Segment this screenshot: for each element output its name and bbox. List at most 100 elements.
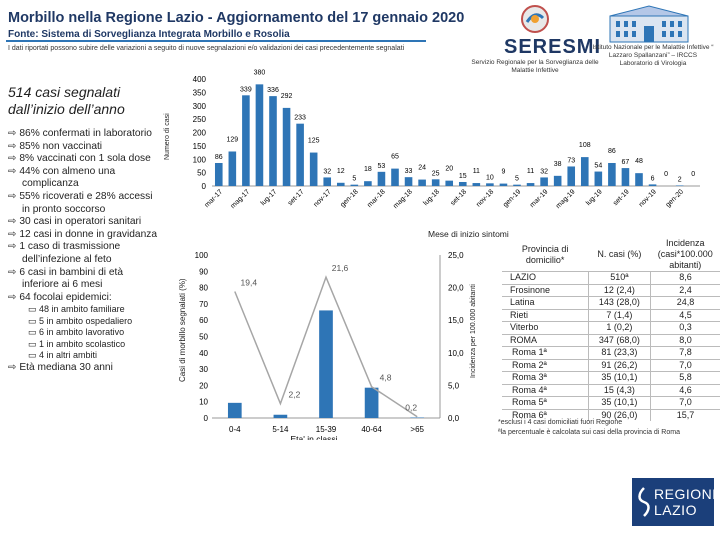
bullet-item: ⇨ 85% non vaccinati [8,140,103,152]
province-cell: Roma 1ª [502,346,589,359]
bar-value-label: 0 [691,171,695,178]
seresmi-logo-text: SERESMI [504,36,602,58]
col-header-incidence: Incidenza (casi*100.000 abitanti) [657,238,713,270]
bar-value-label: 11 [527,168,534,175]
x-tick-label: set-19 [612,188,631,207]
bar [486,183,494,186]
cases-cell: 90 (26,0) [587,408,652,421]
y-right-tick-label: 10,0 [448,349,464,358]
bar-value-label: 53 [378,163,386,170]
x-tick-label: set-17 [287,188,306,207]
arrow-icon: ⇨ [8,361,17,373]
square-icon: ▭ [28,315,37,326]
incidence-cell: 7,8 [650,346,720,359]
y-left-tick-label: 30 [199,365,208,374]
monthly-chart-title: Mese di inizio sintomi [428,229,509,239]
y-right-tick-label: 0,0 [448,414,460,423]
province-cell: LAZIO [502,271,589,284]
y-right-tick-label: 15,0 [448,316,464,325]
cases-cell: 81 (23,3) [587,346,652,359]
bar-value-label: 33 [405,168,413,175]
province-cell: Viterbo [502,321,589,334]
x-tick-label: mag-18 [392,188,414,210]
cases-cell: 510ª [587,271,652,284]
province-table: Provincia di domicilio* N. casi (%) Inci… [502,238,720,421]
y-left-tick-label: 0 [204,414,209,423]
bar [431,179,440,186]
bar-value-label: 380 [254,69,266,76]
x-tick-label: lug-18 [422,188,441,207]
bar [540,177,548,186]
bullet-item: ⇨ 12 casi in donne in gravidanza [8,228,158,240]
x-tick-label: nov-18 [475,188,495,208]
cases-headline-line2: dall’inizio dell’anno [8,101,125,117]
x-tick-label: 5-14 [272,425,289,434]
bar [526,183,535,186]
bar-value-label: 67 [622,159,630,166]
bar-value-label: 65 [391,154,399,161]
y-tick-label: 350 [193,88,207,97]
square-icon: ▭ [28,327,37,338]
bar [418,179,426,186]
sub-bullet-item: ▭ 48 in ambito familiare [28,304,125,315]
table-row: Roma 4ª 15 (4,3) 4,6 [502,383,720,397]
footnote-1: *esclusi i 4 casi domiciliati fuori Regi… [498,419,623,426]
bar [319,310,333,418]
bar [445,180,454,186]
bullet-continuation: inferiore ai 6 mesi [22,279,103,291]
cases-cell: 15 (4,3) [587,383,652,397]
province-cell: Latina [502,296,589,309]
bar-value-label: 54 [594,163,602,170]
bar [242,95,250,186]
line-value-label: 2,2 [288,390,300,400]
table-header-row: Provincia di domicilio* N. casi (%) Inci… [502,238,720,272]
bullet-item: ⇨ 55% ricoverati e 28% accessi [8,190,153,202]
incidence-cell: 8,0 [650,333,720,347]
x-tick-label: >65 [410,425,424,434]
table-row: Viterbo 1 (0,2) 0,3 [502,321,720,334]
y-tick-label: 300 [193,102,207,111]
bar-value-label: 32 [540,168,548,175]
cases-cell: 91 (26,2) [587,358,652,372]
square-icon: ▭ [28,350,37,361]
bar [336,182,345,186]
col-header-province: Provincia di domicilio* [521,243,569,265]
bar-value-label: 6 [651,175,655,182]
x-tick-label: lug-17 [260,188,279,207]
bullet-item: ⇨ Età mediana 30 anni [8,361,113,373]
arrow-icon: ⇨ [8,241,17,253]
arrow-icon: ⇨ [8,216,17,228]
x-tick-label: gen-18 [339,188,359,208]
incidence-cell: 7,0 [650,396,720,409]
arrow-icon: ⇨ [8,165,17,177]
bar [567,166,576,186]
bar [364,181,372,186]
incidence-cell: 4,5 [650,308,720,322]
x-tick-label: nov-17 [313,188,333,208]
cases-headline-line1: 514 casi segnalati [8,84,121,100]
bullet-item: ⇨ 44% con almeno una [8,165,116,177]
bar-value-label: 108 [579,142,591,149]
bar-value-label: 10 [486,174,494,181]
y-left-tick-label: 100 [195,251,209,260]
bar-value-label: 339 [240,86,252,93]
line-value-label: 0,2 [405,403,417,413]
x-tick-label: 0-4 [229,425,241,434]
bar-value-label: 9 [501,169,505,176]
cases-headline: 514 casi segnalati dall’inizio dell’anno [8,84,125,118]
x-tick-label: 15-39 [316,425,337,434]
arrow-icon: ⇨ [8,140,17,152]
bar [391,168,399,186]
bar-value-label: 11 [473,168,480,175]
arrow-icon: ⇨ [8,128,17,139]
page-subtitle: Fonte: Sistema di Sorveglianza Integrata… [8,29,290,40]
bar [309,152,318,186]
x-tick-label: mag-17 [230,188,252,210]
incidence-cell: 5,8 [650,371,720,384]
bar [255,84,264,186]
table-row: Latina 143 (28,0) 24,8 [502,296,720,309]
bar [296,123,304,186]
x-tick-label: nov-19 [638,188,658,208]
table-row: Roma 6ª 90 (26,0) 15,7 [502,408,720,421]
x-axis-title: Eta' in classi [291,434,338,440]
